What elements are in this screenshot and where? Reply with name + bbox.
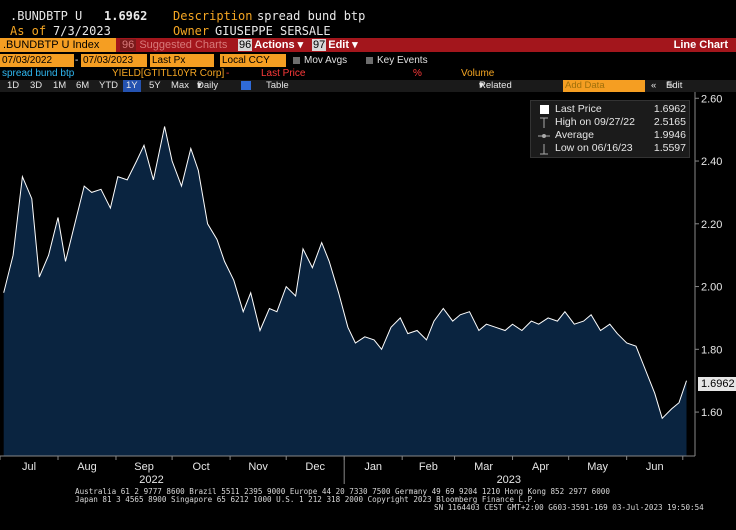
key-events-checkbox[interactable]: [366, 57, 373, 64]
price-field-select[interactable]: Last Px: [150, 54, 214, 67]
legend-low-row: Low on 06/16/23 1.5597: [531, 142, 691, 155]
x-tick-label: May: [587, 461, 608, 473]
mov-avgs-checkbox[interactable]: [293, 57, 300, 64]
y-tick-label: 1.60: [701, 407, 722, 419]
pencil-icon: ✎: [666, 80, 674, 91]
period-1d[interactable]: 1D: [7, 80, 20, 91]
x-tick-label: Nov: [248, 461, 268, 473]
x-tick-label: Oct: [193, 461, 210, 473]
currency-select[interactable]: Local CCY: [220, 54, 286, 67]
series-line: [3, 126, 687, 420]
pct-field: %: [413, 68, 422, 79]
x-tick-label: Dec: [305, 461, 325, 473]
low-marker-icon: [538, 143, 550, 155]
y-tick-label: 2.60: [701, 93, 722, 105]
asof-label: As of: [10, 24, 47, 38]
start-date-input[interactable]: 07/03/2022: [0, 54, 74, 67]
footer-contacts-2: Japan 81 3 4565 8900 Singapore 65 6212 1…: [75, 495, 537, 504]
period-1y[interactable]: 1Y: [123, 80, 141, 92]
suggested-charts-button[interactable]: 96 Suggested Charts: [120, 39, 228, 51]
security-input[interactable]: .BUNDBTP U Index: [0, 38, 116, 52]
series-name: spread bund btp: [2, 68, 75, 79]
add-data-input[interactable]: Add Data: [563, 80, 645, 92]
period-ytd[interactable]: YTD: [99, 80, 118, 91]
period-5y[interactable]: 5Y: [149, 80, 161, 91]
owner-value: GIUSEPPE SERSALE: [215, 24, 331, 38]
chevron-down-icon: ▾: [352, 39, 358, 51]
x-tick-label: Apr: [532, 461, 549, 473]
average-marker-icon: [538, 130, 550, 142]
x-tick-label: Jun: [646, 461, 664, 473]
table-button[interactable]: Table: [266, 80, 289, 91]
year-label: 2023: [497, 474, 521, 486]
chevron-down-icon: ▾: [297, 39, 304, 51]
y-tick-label: 2.00: [701, 282, 722, 294]
owner-label: Owner: [173, 24, 210, 38]
footer-contacts-1: Australia 61 2 9777 8600 Brazil 5511 239…: [75, 487, 610, 496]
chevron-down-icon: ▾: [197, 80, 202, 91]
period-toolbar: 1D 3D 1M 6M YTD 1Y 5Y Max Daily ▾ Table …: [0, 80, 736, 103]
function-menubar: .BUNDBTP U Index 96 Suggested Charts 96 A…: [0, 38, 736, 52]
high-marker-icon: [538, 117, 550, 129]
footer-session: SN 1164403 CEST GMT+2:00 G603-3591-169 0…: [434, 503, 704, 512]
chart-type-label: Line Chart: [673, 39, 728, 51]
year-label: 2022: [139, 474, 163, 486]
series-area: [3, 126, 687, 456]
y-tick-label: 1.80: [701, 344, 722, 356]
collapse-icon[interactable]: «: [651, 80, 657, 91]
period-6m[interactable]: 6M: [76, 80, 90, 91]
description-label: Description: [173, 9, 253, 23]
asof-value: 7/3/2023: [53, 24, 111, 38]
last-price-field: Last Price: [261, 68, 306, 79]
legend-high-row: High on 09/27/22 2.5165: [531, 116, 691, 129]
x-tick-label: Jul: [22, 461, 36, 473]
chevron-down-icon: ▾: [479, 80, 484, 91]
period-1m[interactable]: 1M: [53, 80, 67, 91]
edit-menu[interactable]: 97 Edit ▾: [312, 39, 358, 51]
plus-icon: +: [479, 80, 485, 91]
footer: Australia 61 2 9777 8600 Brazil 5511 239…: [0, 486, 736, 530]
last-price: 1.6962: [104, 9, 148, 23]
volume-field: Volume: [461, 68, 495, 79]
legend-average-row: Average 1.9946: [531, 129, 691, 142]
chart-controls: 07/03/2022 - 07/03/2023 Last Px Local CC…: [0, 54, 428, 67]
last-price-tag: 1.6962: [698, 377, 736, 391]
chart-style-icon[interactable]: [241, 81, 251, 90]
description-value: spread bund btp: [257, 9, 366, 23]
chart-legend: Last Price 1.6962 High on 09/27/22 2.516…: [530, 100, 690, 158]
y-tick-label: 2.20: [701, 219, 722, 231]
x-tick-label: Jan: [364, 461, 382, 473]
yield-field[interactable]: YIELD[GTITL10YR Corp]: [112, 68, 225, 79]
period-3d[interactable]: 3D: [30, 80, 43, 91]
actions-menu[interactable]: 96 Actions ▾: [238, 39, 304, 51]
x-tick-label: Aug: [77, 461, 97, 473]
period-max[interactable]: Max: [171, 80, 189, 91]
x-tick-label: Mar: [474, 461, 493, 473]
security-header: .BUNDBTP U 1.6962 Description spread bun…: [0, 0, 736, 38]
legend-last-row: Last Price 1.6962: [531, 103, 691, 116]
square-icon: [538, 104, 550, 116]
x-tick-label: Sep: [134, 461, 154, 473]
x-tick-label: Feb: [419, 461, 438, 473]
mov-avgs-label: Mov Avgs: [304, 55, 348, 66]
end-date-input[interactable]: 07/03/2023: [81, 54, 147, 67]
series-row: spread bund btp YIELD[GTITL10YR Corp] - …: [2, 68, 495, 79]
ticker-symbol: .BUNDBTP U: [10, 9, 83, 23]
key-events-label: Key Events: [377, 55, 428, 66]
y-tick-label: 2.40: [701, 156, 722, 168]
